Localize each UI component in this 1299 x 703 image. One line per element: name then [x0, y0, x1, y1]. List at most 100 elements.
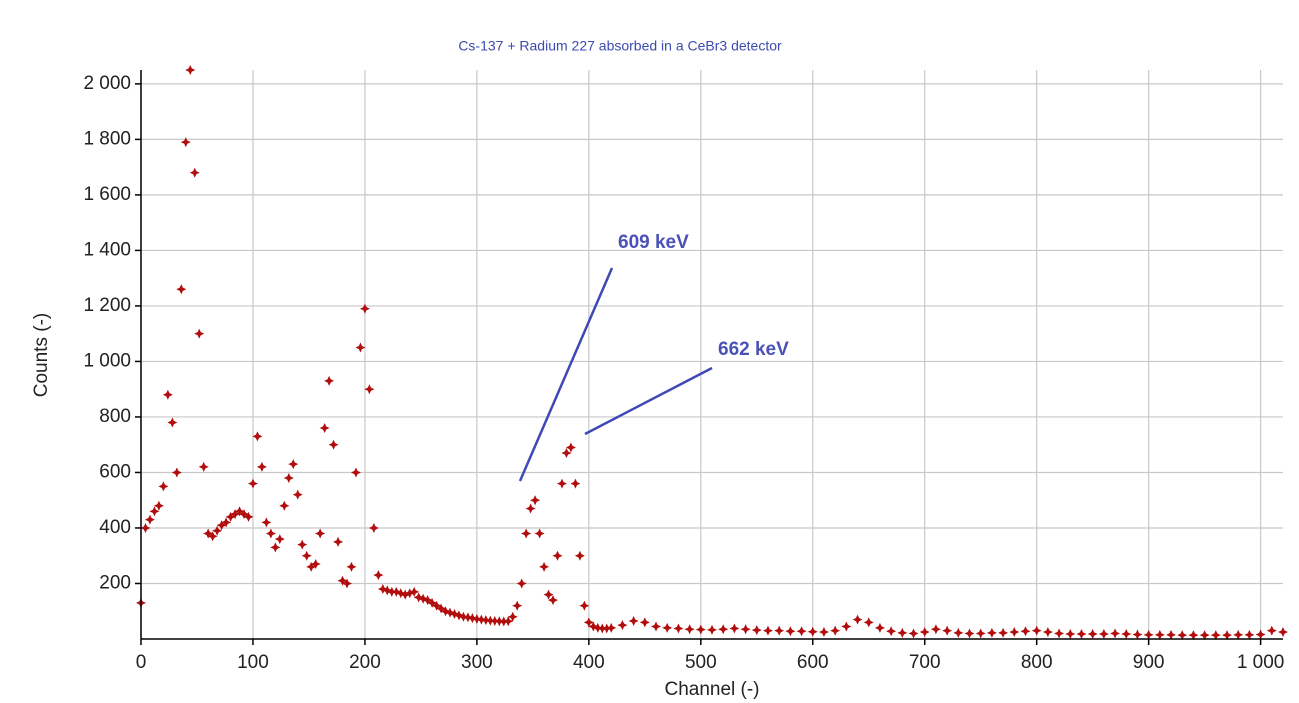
- data-point: [543, 589, 554, 600]
- data-point: [1166, 629, 1177, 640]
- data-point: [149, 506, 160, 517]
- data-point: [651, 621, 662, 632]
- y-tick-label: 1 400: [83, 239, 131, 260]
- data-point: [185, 65, 196, 75]
- data-point: [310, 559, 321, 570]
- data-point: [144, 514, 155, 525]
- x-tick-label: 0: [136, 652, 147, 673]
- data-point: [852, 614, 863, 625]
- data-point: [639, 617, 650, 628]
- data-point: [239, 509, 250, 520]
- data-point: [1222, 630, 1233, 641]
- x-tick-label: 200: [349, 652, 381, 673]
- data-point: [897, 627, 908, 638]
- data-point: [975, 628, 986, 639]
- data-point: [1255, 629, 1266, 640]
- y-tick-label: 600: [99, 461, 131, 482]
- data-point: [359, 303, 370, 314]
- data-point: [413, 592, 424, 603]
- data-point: [422, 595, 433, 606]
- data-point: [818, 627, 829, 638]
- data-point: [512, 600, 523, 611]
- data-point: [592, 622, 603, 633]
- data-point: [718, 624, 729, 635]
- data-point: [1054, 628, 1065, 639]
- data-point: [1266, 625, 1277, 636]
- data-point: [684, 624, 695, 635]
- data-point: [167, 417, 178, 428]
- data-point: [337, 575, 348, 586]
- data-point: [552, 550, 563, 561]
- data-point: [158, 481, 169, 492]
- data-point: [534, 528, 545, 539]
- data-point: [315, 528, 326, 539]
- data-point: [863, 617, 874, 628]
- data-point: [355, 342, 366, 353]
- data-point: [409, 586, 420, 597]
- x-tick-label: 600: [797, 652, 829, 673]
- data-point: [503, 616, 514, 627]
- data-point: [350, 467, 361, 478]
- data-point: [489, 615, 500, 626]
- data-point: [431, 600, 442, 611]
- data-point: [874, 622, 885, 633]
- data-point: [1177, 630, 1188, 641]
- data-point: [297, 539, 308, 550]
- data-point: [252, 431, 263, 442]
- data-point: [953, 627, 964, 638]
- data-point: [1154, 629, 1165, 640]
- data-point: [216, 520, 227, 531]
- annotation: 662 keV: [718, 339, 789, 360]
- data-point: [1042, 627, 1053, 638]
- data-point: [774, 625, 785, 636]
- data-point: [498, 616, 509, 627]
- data-point: [986, 627, 997, 638]
- x-tick-label: 300: [461, 652, 493, 673]
- data-point: [998, 627, 1009, 638]
- data-point: [373, 570, 384, 581]
- data-point: [530, 495, 541, 506]
- data-point: [440, 606, 451, 617]
- annotation-line: [518, 267, 614, 482]
- data-point: [140, 522, 151, 533]
- data-point: [570, 478, 581, 489]
- data-point: [480, 615, 491, 626]
- data-point: [494, 616, 505, 627]
- data-point: [171, 467, 182, 478]
- data-point: [762, 625, 773, 636]
- y-tick-label: 1 000: [83, 350, 131, 371]
- data-point: [1188, 630, 1199, 641]
- data-point: [221, 517, 232, 528]
- data-point: [391, 586, 402, 597]
- data-point: [521, 528, 532, 539]
- data-point: [662, 622, 673, 633]
- data-point: [807, 626, 818, 637]
- data-point: [707, 624, 717, 635]
- chart-title: Cs-137 + Radium 227 absorbed in a CeBr3 …: [458, 38, 782, 54]
- data-point: [270, 542, 281, 553]
- data-point: [427, 597, 438, 608]
- data-point: [458, 611, 469, 622]
- data-point: [342, 578, 353, 589]
- data-point: [1087, 629, 1098, 640]
- data-point: [400, 589, 411, 600]
- data-point: [346, 561, 357, 572]
- data-point: [1076, 629, 1087, 640]
- data-point: [525, 503, 536, 514]
- data-point: [1132, 629, 1143, 640]
- data-point: [364, 384, 375, 395]
- y-tick-label: 1 600: [83, 184, 131, 205]
- data-point: [382, 585, 393, 596]
- data-point: [796, 626, 807, 637]
- data-point: [274, 534, 285, 545]
- y-tick-label: 1 200: [83, 295, 131, 316]
- data-point: [1244, 629, 1255, 640]
- data-point: [617, 620, 628, 631]
- y-tick-label: 1 800: [83, 128, 131, 149]
- data-point: [485, 615, 496, 626]
- x-tick-label: 800: [1021, 652, 1053, 673]
- data-point: [507, 611, 518, 622]
- data-point: [476, 614, 487, 625]
- data-point: [194, 328, 205, 339]
